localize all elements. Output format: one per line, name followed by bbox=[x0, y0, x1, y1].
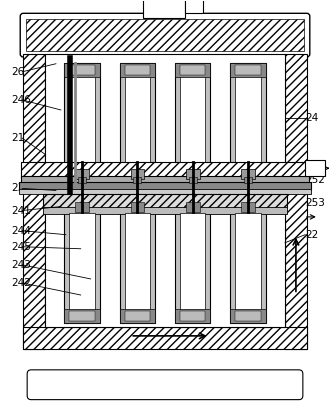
Bar bbox=[65, 309, 100, 323]
Bar bbox=[125, 311, 150, 321]
Text: 21: 21 bbox=[11, 133, 25, 143]
Bar bbox=[244, 177, 252, 183]
Text: 252: 252 bbox=[305, 175, 325, 185]
Bar bbox=[125, 213, 150, 318]
Bar bbox=[43, 194, 287, 208]
Bar bbox=[185, 0, 203, 13]
Bar bbox=[180, 311, 205, 321]
Bar bbox=[285, 182, 307, 349]
Bar bbox=[235, 213, 261, 318]
Bar bbox=[75, 169, 89, 179]
Bar bbox=[78, 177, 86, 183]
Bar bbox=[75, 202, 89, 212]
Bar bbox=[69, 213, 95, 318]
Bar bbox=[305, 160, 325, 176]
Bar bbox=[180, 68, 205, 164]
Bar bbox=[65, 208, 100, 323]
Bar bbox=[69, 65, 95, 75]
Bar bbox=[131, 169, 145, 179]
Bar bbox=[285, 54, 307, 187]
Bar bbox=[188, 177, 196, 183]
Bar bbox=[65, 63, 100, 169]
Bar bbox=[23, 182, 45, 349]
Bar bbox=[120, 208, 155, 323]
Bar bbox=[175, 208, 210, 323]
Bar bbox=[241, 169, 255, 179]
Bar bbox=[230, 63, 265, 77]
Bar bbox=[69, 68, 95, 164]
Bar bbox=[69, 311, 95, 321]
Bar bbox=[120, 63, 155, 77]
Bar bbox=[235, 68, 261, 164]
Text: 242: 242 bbox=[11, 278, 31, 288]
Bar bbox=[175, 63, 210, 169]
Bar bbox=[65, 63, 100, 77]
Bar bbox=[23, 54, 45, 187]
Text: 244: 244 bbox=[11, 226, 31, 236]
Bar bbox=[143, 0, 185, 18]
Text: 26: 26 bbox=[11, 67, 25, 77]
Text: 253: 253 bbox=[305, 198, 325, 207]
Bar bbox=[26, 19, 304, 51]
Bar bbox=[19, 189, 311, 194]
Bar bbox=[175, 63, 210, 77]
Bar bbox=[45, 184, 285, 327]
Bar bbox=[125, 68, 150, 164]
Bar bbox=[120, 309, 155, 323]
Bar bbox=[175, 309, 210, 323]
Bar bbox=[23, 327, 307, 349]
Text: 22: 22 bbox=[305, 230, 318, 240]
Bar bbox=[131, 202, 145, 212]
Text: 245: 245 bbox=[11, 242, 31, 252]
FancyBboxPatch shape bbox=[20, 13, 310, 57]
Text: 241: 241 bbox=[11, 206, 31, 215]
Bar bbox=[21, 176, 309, 184]
Text: 233: 233 bbox=[11, 183, 31, 194]
Bar bbox=[235, 65, 261, 75]
Bar bbox=[134, 177, 142, 183]
Text: 246: 246 bbox=[11, 95, 31, 105]
Bar bbox=[230, 208, 265, 323]
Text: 24: 24 bbox=[305, 113, 318, 123]
Bar bbox=[21, 162, 309, 178]
Bar bbox=[43, 207, 287, 214]
FancyBboxPatch shape bbox=[27, 370, 303, 400]
Bar bbox=[230, 309, 265, 323]
Bar bbox=[185, 202, 199, 212]
Bar bbox=[120, 63, 155, 169]
Bar bbox=[185, 169, 199, 179]
Text: 243: 243 bbox=[11, 260, 31, 270]
Bar bbox=[180, 213, 205, 318]
Bar bbox=[235, 311, 261, 321]
Bar bbox=[125, 65, 150, 75]
Bar bbox=[241, 202, 255, 212]
Bar bbox=[19, 182, 311, 190]
Bar bbox=[45, 54, 285, 187]
Bar bbox=[230, 63, 265, 169]
Bar bbox=[180, 65, 205, 75]
